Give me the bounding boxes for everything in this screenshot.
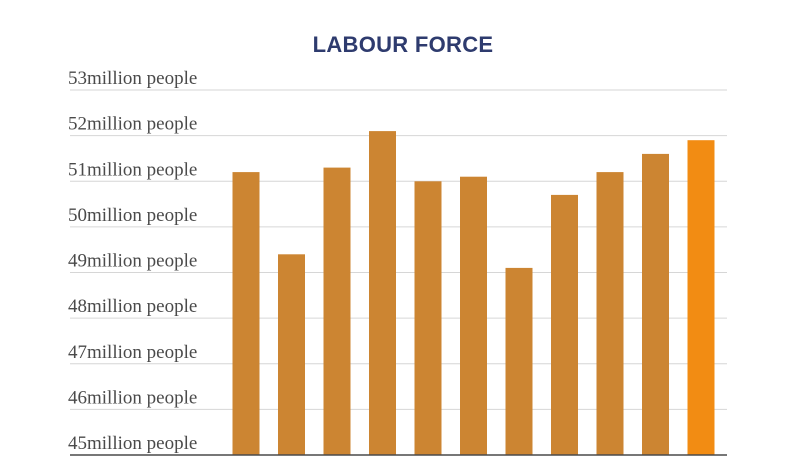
chart-title: LABOUR FORCE: [313, 32, 494, 57]
y-tick-label: 45million people: [68, 433, 197, 454]
bar: [414, 181, 442, 456]
y-tick-label: 53million people: [68, 68, 197, 89]
bar: [369, 131, 396, 455]
y-tick-label: 50million people: [68, 205, 197, 226]
bar: [505, 267, 533, 455]
y-tick-label: 52million people: [68, 114, 197, 135]
bar: [278, 254, 305, 455]
bar: [687, 140, 715, 455]
bar: [596, 172, 624, 455]
gridlines: [70, 89, 727, 410]
bar: [551, 194, 578, 455]
y-tick-label: 47million people: [68, 342, 197, 363]
bar: [232, 172, 260, 455]
bar: [460, 176, 487, 455]
bars: [232, 131, 715, 456]
y-axis-tick-labels: 45million people 46million people 47millio…: [68, 68, 197, 454]
bar: [323, 167, 351, 455]
y-tick-label: 51million people: [68, 159, 197, 180]
bar: [642, 153, 669, 455]
y-tick-label: 49million people: [68, 251, 197, 272]
y-tick-label: 48million people: [68, 296, 197, 317]
y-tick-label: 46million people: [68, 387, 197, 408]
